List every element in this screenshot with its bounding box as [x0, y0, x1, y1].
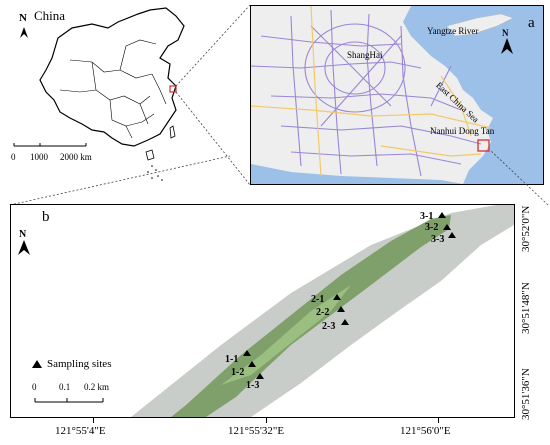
- site-3-1-marker: [438, 212, 446, 218]
- site-label-3-1: 3-1: [420, 211, 434, 222]
- site-label: Nanhui Dong Tan: [430, 126, 495, 136]
- site-3-2-marker: [443, 224, 451, 230]
- north-arrow-icon: [20, 27, 28, 38]
- site-label-1-1: 1-1: [225, 354, 239, 365]
- site-label-3-3: 3-3: [431, 234, 445, 245]
- lon-tick-1: 121°55'4"E: [55, 425, 106, 437]
- legend-triangle-icon: [32, 360, 42, 368]
- site-1-1-marker: [243, 350, 251, 356]
- lon-tick-mark-3: [438, 418, 439, 423]
- panel-a-shanghai: a N ShangHai Yangtze River East China Se…: [250, 5, 544, 185]
- panel-b-letter: b: [42, 209, 50, 225]
- site-label-2-1: 2-1: [311, 294, 325, 305]
- south-sea-islands: [147, 165, 163, 181]
- legend-label: Sampling sites: [47, 358, 112, 370]
- city-label: ShangHai: [347, 50, 383, 60]
- site-label-3-2: 3-2: [425, 222, 439, 233]
- vegetation-highlight: [221, 285, 351, 385]
- b-scale-tick-1: 0.1: [59, 382, 71, 392]
- site-3-3-marker: [448, 232, 456, 238]
- lon-tick-2: 121°55'32"E: [228, 425, 285, 437]
- panel-b-north-arrow-icon: [18, 240, 30, 255]
- lon-tick-mark-2: [266, 418, 267, 423]
- china-north-letter: N: [19, 12, 27, 24]
- chongming-island: [446, 13, 514, 37]
- b-scale-tick-2: 0.2 km: [84, 382, 110, 392]
- highway-network: [251, 6, 492, 177]
- site-label-2-3: 2-3: [322, 321, 336, 332]
- hainan-island: [145, 149, 155, 161]
- site-1-2-marker: [248, 361, 256, 367]
- sites-map: [18, 205, 514, 417]
- china-scale-bar: [13, 143, 87, 147]
- road-network: [251, 9, 482, 177]
- lat-tick-2: 30°51'48"N: [520, 282, 532, 334]
- province-boundaries: [59, 39, 167, 139]
- site-label-1-3: 1-3: [246, 380, 260, 391]
- shanghai-map: [251, 6, 543, 184]
- sampling-site-markers: [243, 212, 456, 379]
- site-2-2-marker: [337, 306, 345, 312]
- sea-area: [403, 6, 543, 184]
- lat-tick-3: 30°51'36"N: [520, 368, 532, 420]
- panel-a-north-arrow-icon: [501, 38, 513, 54]
- lat-tick-1: 30°52'0"N: [520, 205, 532, 252]
- china-mainland: [39, 7, 185, 147]
- site-2-3-marker: [341, 319, 349, 325]
- taiwan-island: [169, 125, 176, 139]
- panel-a-letter: a: [528, 15, 535, 31]
- river-label: Yangtze River: [427, 26, 479, 36]
- panel-b-sites: b N 3-1 3-2 3-3 2-1 2-2 2-3 1-1 1-2 1-3 …: [10, 204, 515, 418]
- china-scale-tick-0: 0: [11, 152, 16, 162]
- hangzhou-bay: [251, 164, 463, 184]
- site-1-3-marker: [256, 373, 264, 379]
- lon-tick-mark-1: [93, 418, 94, 423]
- study-area-box: [477, 139, 490, 152]
- study-area-marker: [169, 85, 177, 93]
- panel-b-north-letter: N: [19, 229, 27, 240]
- china-scale-tick-2: 2000 km: [60, 152, 92, 162]
- b-scale-tick-0: 0: [32, 382, 37, 392]
- country-label: China: [34, 8, 66, 23]
- panel-a-north-letter: N: [502, 28, 509, 38]
- site-2-1-marker: [333, 294, 341, 300]
- panel-b-scale-bar: [34, 398, 104, 403]
- site-label-1-2: 1-2: [231, 367, 245, 378]
- china-outline-map: [13, 7, 185, 181]
- lon-tick-3: 121°56'0"E: [400, 425, 451, 437]
- site-label-2-2: 2-2: [316, 307, 330, 318]
- china-inset: China N 0 1000 2000 km: [0, 0, 248, 190]
- china-scale-tick-1: 1000: [30, 152, 48, 162]
